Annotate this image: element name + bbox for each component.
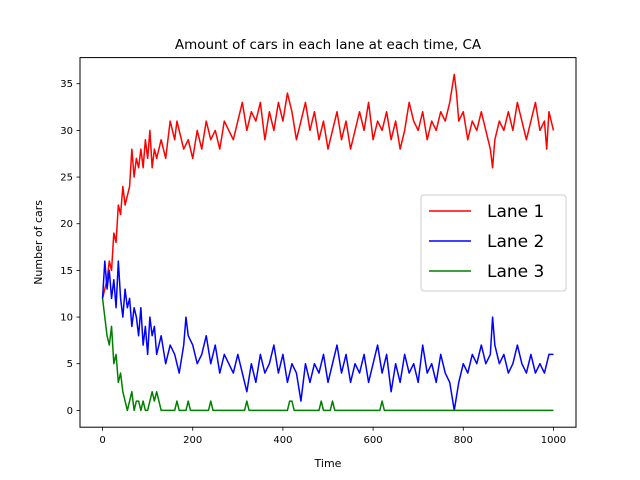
x-axis-ticks: 0 200 400 600 800 1000 <box>99 427 566 446</box>
y-tick-label: 10 <box>60 313 73 324</box>
y-tick-label: 30 <box>60 126 73 137</box>
x-tick-label: 200 <box>183 435 202 446</box>
y-tick-label: 35 <box>60 79 73 90</box>
plot-frame <box>79 57 577 428</box>
legend-box <box>420 194 567 292</box>
y-tick-label: 0 <box>67 406 73 417</box>
x-tick-label: 1000 <box>541 435 566 446</box>
series-line-lane-3 <box>101 298 554 412</box>
chart-title: Amount of cars in each lane at each time… <box>175 37 482 53</box>
legend-label-lane-2: Lane 2 <box>487 232 544 252</box>
x-axis-label: Time <box>314 457 342 470</box>
legend-label-lane-1: Lane 1 <box>487 202 544 222</box>
y-tick-label: 15 <box>60 266 73 277</box>
x-tick-label: 400 <box>273 435 292 446</box>
y-axis-label: Number of cars <box>32 200 45 285</box>
series-layer <box>101 73 555 412</box>
legend-label-lane-3: Lane 3 <box>487 262 544 282</box>
series-line-lane-2 <box>101 260 554 412</box>
series-line-lane-1 <box>101 73 555 299</box>
legend: Lane 1 Lane 2 Lane 3 <box>420 194 567 292</box>
y-tick-label: 5 <box>67 359 73 370</box>
y-axis-ticks: 0 5 10 15 20 25 30 35 <box>60 79 80 417</box>
x-tick-label: 0 <box>99 435 105 446</box>
x-tick-label: 800 <box>454 435 473 446</box>
x-tick-label: 600 <box>364 435 383 446</box>
y-tick-label: 25 <box>60 173 73 184</box>
y-tick-label: 20 <box>60 219 73 230</box>
